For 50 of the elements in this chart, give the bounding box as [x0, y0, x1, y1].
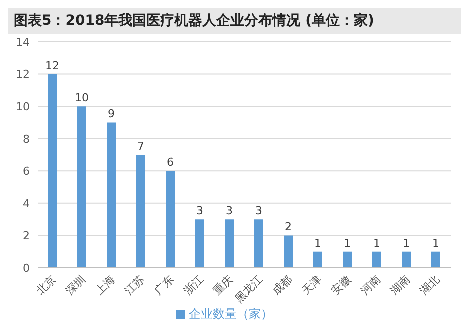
y-tick-label: 14 [16, 36, 30, 49]
x-tick-label: 河南 [358, 272, 384, 298]
bar [166, 171, 175, 268]
bar [107, 122, 116, 268]
data-label: 1 [374, 236, 380, 250]
x-tick-label: 上海 [93, 272, 118, 298]
data-label: 1 [403, 236, 410, 250]
y-tick-label: 10 [16, 100, 30, 114]
bar [314, 252, 322, 268]
bar [225, 220, 234, 268]
x-tick-label: 北京 [34, 272, 59, 298]
x-tick-label: 天津 [300, 272, 324, 298]
data-label: 3 [226, 204, 233, 218]
x-tick-label: 湖北 [418, 272, 442, 298]
data-label: 12 [46, 59, 60, 72]
bar [254, 220, 264, 268]
bar [432, 252, 440, 268]
y-tick-label: 4 [23, 197, 30, 210]
data-label: 9 [108, 108, 115, 121]
y-tick-label: 0 [23, 262, 30, 275]
bar [372, 252, 382, 268]
x-tick-label: 广东 [152, 272, 177, 298]
bar [78, 106, 86, 268]
data-label: 7 [138, 140, 144, 153]
bar [136, 155, 146, 268]
data-label: 1 [314, 236, 322, 250]
data-label: 10 [75, 92, 89, 105]
x-tick-label: 湖南 [388, 272, 413, 298]
bar [343, 252, 352, 268]
data-label: 1 [344, 236, 351, 250]
bar [196, 220, 204, 268]
data-label: 3 [196, 204, 204, 218]
legend-label: 企业数量（家） [189, 307, 273, 321]
bar [48, 74, 57, 268]
data-label: 2 [285, 220, 292, 234]
x-tick-label: 安徽 [329, 272, 354, 298]
chart-title: 图表5：2018年我国医疗机器人企业分布情况 (单位：家) [8, 8, 461, 34]
x-tick-label: 成都 [270, 272, 295, 298]
y-tick-label: 12 [16, 68, 30, 82]
data-label: 1 [432, 236, 440, 250]
y-tick-label: 2 [23, 230, 30, 243]
x-tick-label: 深圳 [64, 272, 88, 298]
y-tick-label: 8 [23, 132, 30, 146]
data-label: 3 [256, 204, 262, 218]
x-tick-label: 江苏 [122, 272, 148, 298]
y-tick-label: 6 [23, 165, 30, 178]
bar [284, 236, 293, 268]
x-tick-label: 浙江 [182, 272, 206, 298]
bar [402, 252, 411, 268]
data-label: 6 [167, 156, 174, 170]
